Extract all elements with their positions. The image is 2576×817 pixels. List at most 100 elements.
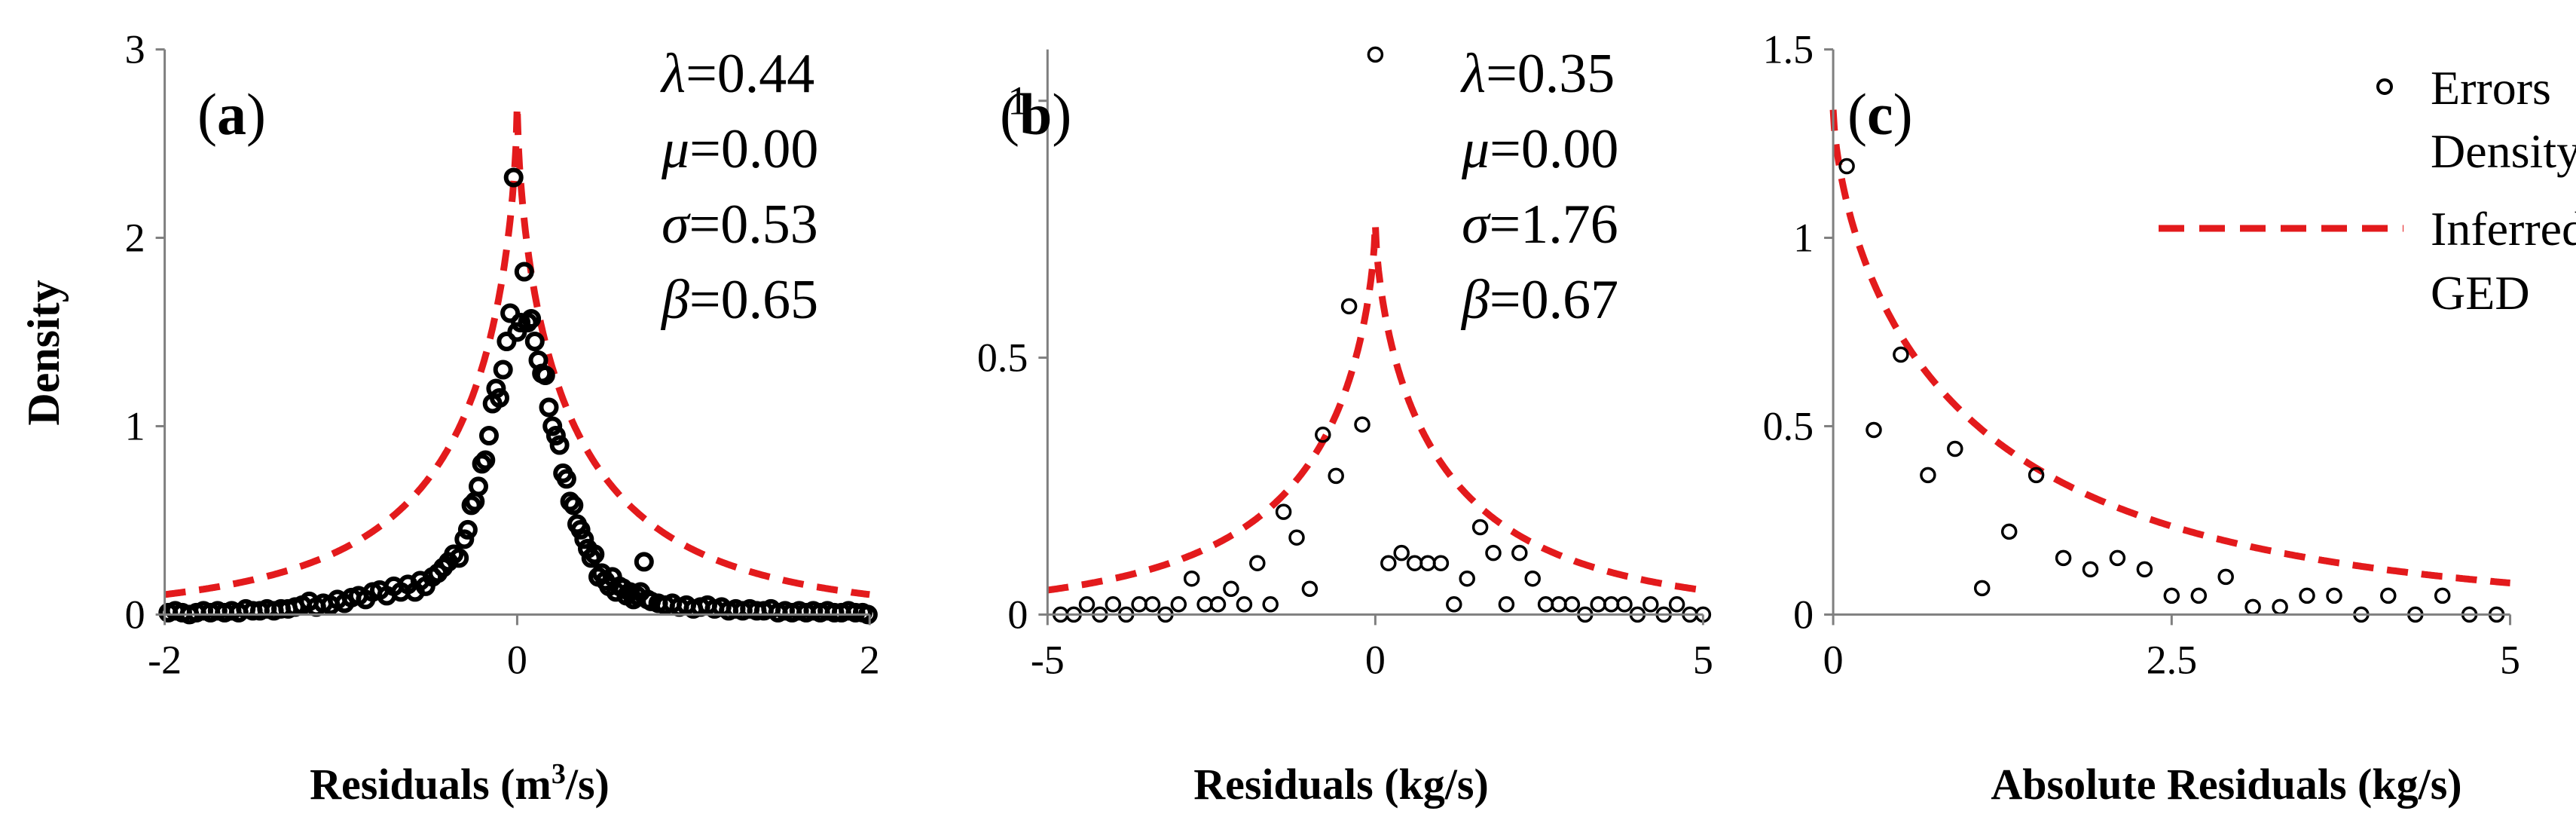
x-tick-label-c: 2.5 xyxy=(2147,637,2198,682)
data-point xyxy=(1315,427,1331,443)
y-tick-label-a: 3 xyxy=(125,27,145,72)
x-tick-label-c: 5 xyxy=(2500,637,2520,682)
data-point xyxy=(545,426,566,445)
y-tick-label-b: 1 xyxy=(1007,78,1028,124)
data-point xyxy=(1105,596,1122,613)
data-point xyxy=(1380,555,1397,571)
data-point xyxy=(1603,596,1620,613)
data-point xyxy=(1183,570,1200,587)
inferred-ged-curve-a xyxy=(164,106,870,598)
data-point xyxy=(457,519,478,540)
y-tick-label-c: 1 xyxy=(1793,216,1814,261)
data-point xyxy=(2163,587,2180,604)
data-point xyxy=(507,322,527,342)
y-tick-label-b: 0.5 xyxy=(977,335,1028,381)
data-point xyxy=(1209,596,1227,613)
data-point xyxy=(2055,549,2072,567)
x-axis-label-a: Residuals (m3/s) xyxy=(310,758,610,809)
data-point xyxy=(493,360,513,380)
legend-inferred-ged-line1: Inferred xyxy=(2431,202,2576,256)
data-point xyxy=(2217,568,2234,586)
y-tick-label-a: 2 xyxy=(125,216,145,261)
data-point xyxy=(542,416,563,436)
data-point xyxy=(2434,587,2451,604)
data-point xyxy=(1446,596,1462,613)
data-point xyxy=(574,529,594,549)
data-point xyxy=(449,548,469,568)
data-point xyxy=(1419,555,1436,571)
data-point xyxy=(2380,587,2397,604)
y-tick-label-c: 0 xyxy=(1793,592,1814,637)
data-point xyxy=(1249,555,1266,571)
data-point xyxy=(1920,467,1936,484)
params-b: λ=0.35 μ=0.00 σ=1.76 β=0.67 xyxy=(1460,43,1618,331)
data-point xyxy=(570,519,591,540)
data-point xyxy=(2190,587,2208,604)
data-point xyxy=(2027,467,2045,484)
legend-errors-density-symbol xyxy=(2376,78,2393,95)
panel-label-c: (c) xyxy=(1847,81,1913,147)
data-point xyxy=(503,167,524,188)
data-point xyxy=(1866,421,1882,439)
data-point xyxy=(2136,561,2153,578)
data-point xyxy=(497,332,517,351)
data-point xyxy=(524,332,545,351)
data-point xyxy=(1078,596,1095,613)
data-point xyxy=(500,303,521,323)
data-point xyxy=(1590,596,1606,613)
data-point xyxy=(1642,596,1659,613)
data-point xyxy=(490,388,509,408)
x-tick-label-a: 2 xyxy=(860,637,880,682)
data-point xyxy=(1288,529,1305,546)
data-point xyxy=(514,262,534,282)
inferred-ged-curve-b xyxy=(1047,224,1704,594)
data-point xyxy=(845,602,866,623)
data-point xyxy=(1485,544,1502,561)
data-point xyxy=(1367,46,1384,63)
legend-errors-density-line1: Errors xyxy=(2431,61,2551,115)
data-point xyxy=(1328,467,1344,485)
data-point xyxy=(1196,596,1213,613)
data-point xyxy=(1170,596,1187,613)
data-point xyxy=(1144,596,1161,613)
panel-label-a: (a) xyxy=(197,81,266,147)
legend: Errors Density Inferred GED xyxy=(2159,61,2576,320)
data-point xyxy=(2272,598,2288,616)
param-lambda-a: λ=0.44 xyxy=(660,43,814,105)
data-point xyxy=(2244,598,2261,616)
data-point xyxy=(2299,587,2315,604)
panel-c: 0 0.5 1 1.5 0 2.5 5 (c) Absolute Residuals (kg… xyxy=(1763,27,2576,809)
data-point xyxy=(1537,596,1554,613)
data-point xyxy=(1668,596,1685,613)
x-tick-label-b: 5 xyxy=(1693,637,1713,682)
data-point xyxy=(549,435,570,455)
param-beta-b: β=0.67 xyxy=(1460,269,1618,331)
panel-label-b: (b) xyxy=(1000,81,1071,147)
data-point xyxy=(1838,158,1855,175)
data-point xyxy=(469,476,488,497)
param-sigma-b: σ=1.76 xyxy=(1462,194,1618,256)
data-point xyxy=(1524,570,1541,587)
x-tick-label-b: -5 xyxy=(1031,637,1065,682)
data-point xyxy=(1471,519,1489,536)
legend-inferred-ged-line2: GED xyxy=(2431,266,2530,320)
x-axis-label-c: Absolute Residuals (kg/s) xyxy=(1991,760,2461,809)
param-beta-a: β=0.65 xyxy=(660,269,818,331)
data-point xyxy=(486,378,506,399)
panel-b: 00.51-5 0 5 (b) λ=0.35 μ=0.00 σ=1.76 β=0.6… xyxy=(977,43,1713,809)
data-point xyxy=(535,366,555,385)
param-lambda-b: λ=0.35 xyxy=(1460,43,1615,105)
legend-errors-density-line2: Density xyxy=(2431,124,2576,178)
data-point xyxy=(1551,596,1567,613)
data-point xyxy=(1432,555,1450,571)
y-tick-label-b: 0 xyxy=(1007,592,1028,637)
data-point xyxy=(556,469,576,489)
param-mu-a: μ=0.00 xyxy=(661,118,818,180)
data-point xyxy=(1340,298,1358,315)
param-mu-b: μ=0.00 xyxy=(1461,118,1618,180)
data-point xyxy=(1893,346,1909,363)
data-point xyxy=(2082,561,2099,578)
data-point xyxy=(2326,587,2342,604)
